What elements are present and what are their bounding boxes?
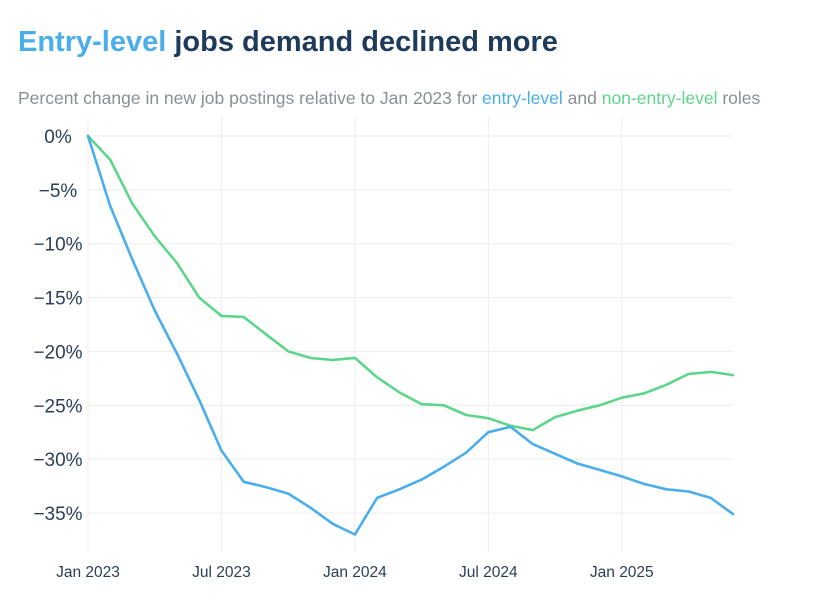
data-point-non-entry-level <box>620 396 623 399</box>
y-tick-label: −15% <box>33 289 82 310</box>
data-point-non-entry-level <box>153 234 156 238</box>
data-point-entry-level <box>442 465 446 468</box>
data-point-non-entry-level <box>687 372 690 376</box>
data-point-entry-level <box>331 522 334 525</box>
data-point-entry-level <box>598 468 601 472</box>
data-point-non-entry-level <box>731 373 735 377</box>
data-point-non-entry-level <box>175 261 179 265</box>
data-point-entry-level <box>286 492 290 495</box>
data-point-entry-level <box>264 485 268 489</box>
data-point-entry-level <box>642 482 646 486</box>
data-point-entry-level <box>464 451 468 454</box>
data-point-non-entry-level <box>665 383 668 387</box>
subtitle-suffix: roles <box>717 88 761 108</box>
data-point-non-entry-level <box>353 356 357 360</box>
subtitle-prefix: Percent change in new job postings relat… <box>18 88 483 108</box>
data-point-non-entry-level <box>576 409 579 412</box>
data-point-non-entry-level <box>220 314 223 318</box>
y-tick-label: −5% <box>39 181 78 202</box>
x-axis-ticks: Jan 2023 Jul 2023 Jan 2024 Jul 2024 Jan 2025 <box>56 564 654 581</box>
y-axis-ticks: 0% −5% −10% −15% −20% −25% −30% −35% <box>33 127 82 525</box>
data-point-entry-level <box>109 204 112 208</box>
data-point-entry-level <box>309 506 312 509</box>
data-point-entry-level <box>131 258 134 262</box>
y-tick-label: −25% <box>33 396 82 417</box>
data-point-non-entry-level <box>442 404 446 407</box>
data-point-non-entry-level <box>531 428 535 432</box>
data-point-non-entry-level <box>242 315 245 319</box>
data-point-entry-level <box>175 352 179 355</box>
data-point-non-entry-level <box>131 202 134 206</box>
data-point-entry-level <box>375 496 379 500</box>
data-point-entry-level <box>731 512 735 516</box>
x-tick-label: Jan 2023 <box>56 564 120 581</box>
x-tick-label: Jul 2023 <box>192 564 251 581</box>
data-point-non-entry-level <box>598 404 601 407</box>
series-line-entry-level <box>86 134 735 536</box>
data-point-non-entry-level <box>642 392 646 395</box>
y-tick-label: −20% <box>33 342 82 363</box>
data-point-non-entry-level <box>709 370 712 374</box>
data-point-non-entry-level <box>109 158 112 161</box>
data-point-entry-level <box>553 452 557 455</box>
data-point-entry-level <box>576 462 579 465</box>
data-point-non-entry-level <box>375 376 379 379</box>
data-point-non-entry-level <box>420 403 423 406</box>
data-point-non-entry-level <box>309 356 312 360</box>
title-highlight: Entry-level <box>18 26 167 58</box>
data-point-entry-level <box>242 480 245 483</box>
series-line-non-entry-level <box>86 134 735 432</box>
data-point-entry-level <box>153 309 156 312</box>
data-point-entry-level <box>420 478 423 481</box>
data-point-non-entry-level <box>553 415 557 419</box>
data-point-entry-level <box>398 488 401 491</box>
data-point-non-entry-level <box>198 296 201 299</box>
data-point-entry-level <box>86 134 90 138</box>
subtitle-non-entry-level: non-entry-level <box>601 88 718 108</box>
data-point-entry-level <box>531 442 535 446</box>
x-tick-label: Jan 2025 <box>590 564 654 581</box>
data-point-non-entry-level <box>331 358 334 362</box>
subtitle-and: and <box>562 88 602 108</box>
y-tick-label: −35% <box>33 504 82 525</box>
chart-title: Entry-level jobs demand declined more <box>18 26 558 59</box>
data-point-entry-level <box>487 431 490 434</box>
data-point-non-entry-level <box>487 417 490 420</box>
y-tick-label: 0% <box>44 127 72 148</box>
data-point-entry-level <box>198 398 201 402</box>
data-point-non-entry-level <box>464 413 468 417</box>
data-point-non-entry-level <box>264 332 268 336</box>
title-rest: jobs demand declined more <box>166 26 558 58</box>
data-point-entry-level <box>509 425 512 429</box>
y-tick-label: −30% <box>33 450 82 471</box>
x-tick-label: Jul 2024 <box>459 564 518 581</box>
subtitle-entry-level: entry-level <box>482 88 563 108</box>
data-point-entry-level <box>687 490 690 493</box>
data-point-entry-level <box>620 475 623 478</box>
data-point-non-entry-level <box>286 350 290 353</box>
data-point-entry-level <box>709 496 712 500</box>
x-tick-label: Jan 2024 <box>323 564 387 581</box>
data-point-non-entry-level <box>398 391 401 394</box>
series-lines <box>86 134 735 536</box>
chart-subtitle: Percent change in new job postings relat… <box>18 88 808 109</box>
grid <box>87 116 733 552</box>
data-point-entry-level <box>353 533 357 536</box>
data-point-entry-level <box>665 488 668 491</box>
y-tick-label: −10% <box>33 235 82 256</box>
data-point-entry-level <box>220 449 223 452</box>
